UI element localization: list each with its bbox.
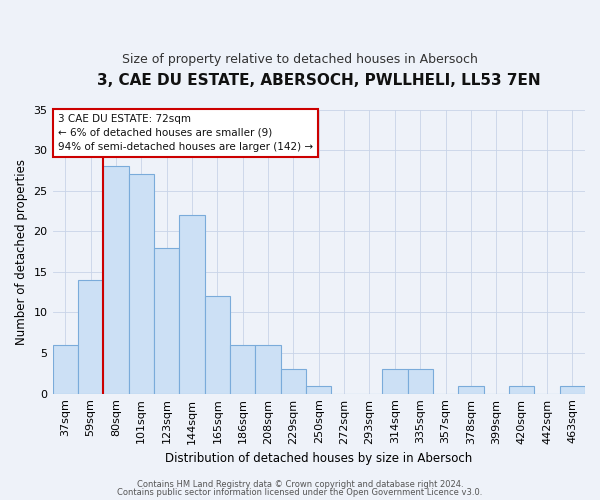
Bar [179, 215, 205, 394]
Text: Size of property relative to detached houses in Abersoch: Size of property relative to detached ho… [122, 52, 478, 66]
Bar [281, 370, 306, 394]
Bar [560, 386, 585, 394]
Bar [306, 386, 331, 394]
Title: 3, CAE DU ESTATE, ABERSOCH, PWLLHELI, LL53 7EN: 3, CAE DU ESTATE, ABERSOCH, PWLLHELI, LL… [97, 72, 541, 88]
Bar [154, 248, 179, 394]
Bar [205, 296, 230, 394]
Bar [509, 386, 534, 394]
Bar [53, 345, 78, 394]
Bar [230, 345, 256, 394]
Bar [78, 280, 103, 394]
Text: Contains HM Land Registry data © Crown copyright and database right 2024.: Contains HM Land Registry data © Crown c… [137, 480, 463, 489]
Bar [128, 174, 154, 394]
Bar [382, 370, 407, 394]
Bar [458, 386, 484, 394]
Y-axis label: Number of detached properties: Number of detached properties [15, 158, 28, 344]
Bar [407, 370, 433, 394]
Bar [103, 166, 128, 394]
Bar [256, 345, 281, 394]
Text: 3 CAE DU ESTATE: 72sqm
← 6% of detached houses are smaller (9)
94% of semi-detac: 3 CAE DU ESTATE: 72sqm ← 6% of detached … [58, 114, 313, 152]
Text: Contains public sector information licensed under the Open Government Licence v3: Contains public sector information licen… [118, 488, 482, 497]
X-axis label: Distribution of detached houses by size in Abersoch: Distribution of detached houses by size … [165, 452, 472, 465]
